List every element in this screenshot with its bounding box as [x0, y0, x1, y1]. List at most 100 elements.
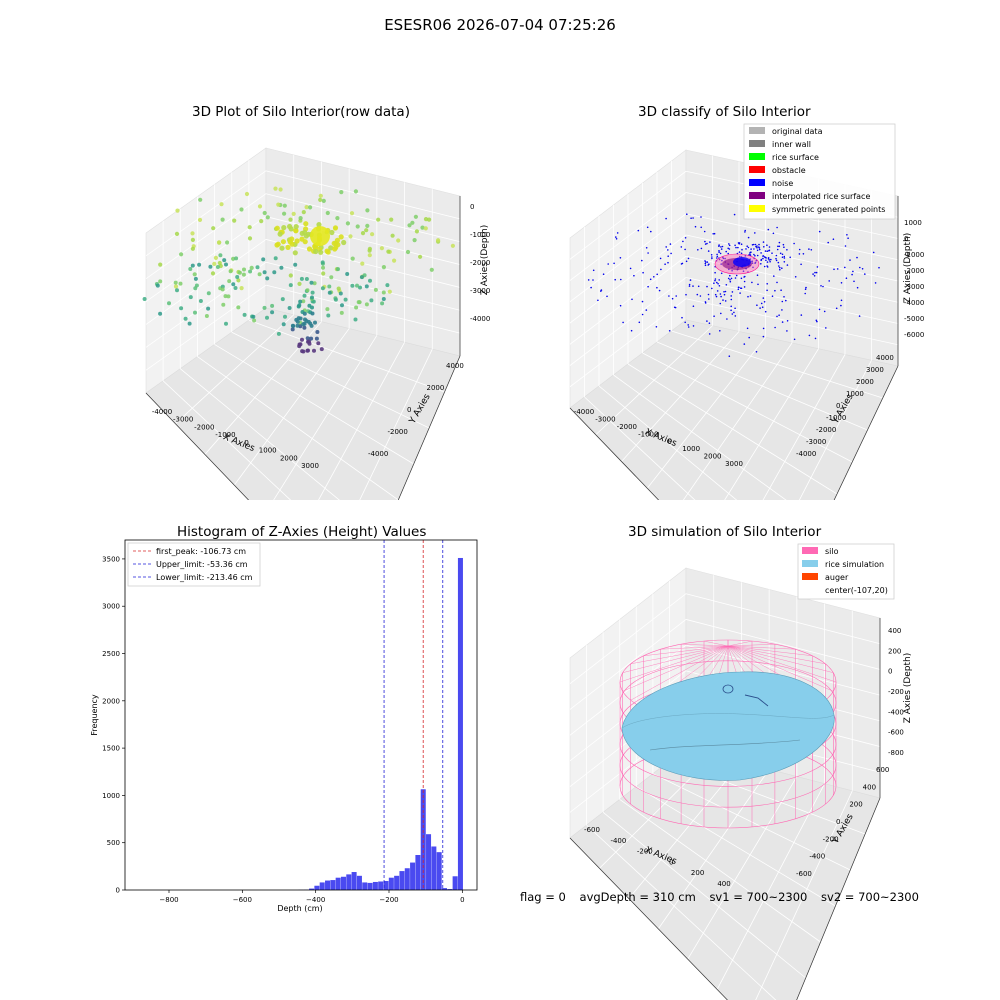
noise-point	[675, 295, 677, 297]
grid-line	[685, 298, 899, 346]
simulation-tick-labels: -600 -400 -200 0 200 400 -600 -400 -200 0 200 400 60…	[584, 627, 904, 888]
noise-point	[744, 275, 746, 278]
noise-point	[615, 238, 618, 240]
raw-point	[224, 262, 228, 267]
raw-point	[309, 336, 314, 341]
noise-point	[859, 266, 861, 269]
legend-label-1: inner wall	[772, 140, 811, 149]
raw-point	[308, 205, 313, 210]
raw-point	[326, 313, 331, 318]
sim-y-tick-2: -200	[823, 835, 839, 843]
histogram-bar-24	[426, 834, 432, 890]
noise-point	[739, 292, 741, 294]
noise-point	[815, 271, 818, 274]
noise-point	[768, 246, 771, 248]
noise-point	[658, 289, 661, 292]
noise-point	[716, 281, 718, 284]
noise-point	[692, 285, 694, 287]
noise-point	[718, 258, 721, 261]
sim-z-tick-4: -400	[888, 708, 904, 716]
noise-point	[704, 240, 706, 243]
sim-z-tick-1: 200	[888, 647, 901, 655]
noise-point	[756, 245, 758, 247]
noise-point	[723, 291, 725, 293]
noise-point	[620, 278, 622, 281]
grid-line	[197, 356, 399, 500]
silo-roof-rib	[727, 645, 834, 692]
noise-point	[762, 327, 765, 330]
histogram-bar-17	[388, 877, 394, 890]
histogram-bar-2	[309, 888, 315, 890]
raw-point	[320, 260, 325, 265]
noise-point	[761, 306, 764, 309]
noise-point	[779, 268, 781, 271]
grid-line	[273, 335, 378, 500]
sim-x-tick-4: 200	[691, 869, 704, 877]
raw-point	[221, 302, 226, 307]
raw-point	[276, 202, 281, 207]
noise-point	[766, 250, 769, 252]
noise-point	[692, 217, 694, 219]
histogram-bar-26	[436, 852, 442, 890]
raw-point	[291, 324, 296, 328]
raw-point	[340, 303, 344, 308]
noise-point	[864, 273, 866, 275]
noise-point	[653, 276, 655, 278]
legend-swatch	[749, 127, 765, 134]
cls-y-tick-8: 4000	[876, 354, 894, 362]
simulation-3d-plot[interactable]: -600 -400 -200 0 200 400 -600 -400 -200 0 200 400 60…	[500, 500, 1000, 1000]
histogram-chart[interactable]: −800 −600 −400 −200 0 0 500 1000 1500 2000 2500 300…	[0, 500, 500, 1000]
raw-z-tick-0: 0	[470, 203, 474, 211]
noise-point	[745, 248, 747, 250]
noise-point	[707, 250, 710, 252]
noise-point	[743, 343, 746, 345]
noise-point	[664, 263, 666, 266]
silo-roof-rib	[703, 640, 729, 647]
raw-point	[339, 310, 344, 315]
raw-point	[370, 232, 375, 237]
raw-point	[231, 282, 236, 287]
raw-point	[190, 246, 195, 251]
histogram-bar-6	[330, 880, 336, 890]
raw-point	[436, 238, 441, 243]
legend-frame	[743, 123, 896, 220]
raw-point	[247, 225, 252, 230]
grid-line	[265, 216, 461, 265]
noise-point	[710, 254, 713, 256]
histogram-bar-20	[404, 868, 410, 890]
noise-point	[812, 273, 814, 275]
raw-point	[224, 321, 228, 326]
noise-point	[753, 253, 755, 256]
raw-point	[158, 311, 163, 316]
noise-point	[758, 243, 760, 246]
noise-point	[781, 321, 784, 323]
raw-x-tick-0: -4000	[152, 408, 172, 416]
raw-point	[314, 336, 319, 341]
raw-point	[251, 314, 256, 319]
status-avg-depth: avgDepth = 310 cm	[579, 890, 696, 904]
noise-point	[749, 295, 752, 297]
noise-point	[716, 290, 719, 292]
classify-3d-plot[interactable]: -4000-3000-2000-10000100020003000-4000-3…	[500, 0, 1000, 500]
noise-point	[668, 295, 670, 297]
noise-point	[754, 261, 757, 264]
noise-point	[682, 240, 684, 243]
raw-point	[312, 281, 317, 286]
raw-point	[179, 306, 184, 311]
noise-point	[767, 258, 770, 260]
raw-point	[369, 298, 374, 303]
legend-swatch	[802, 547, 818, 554]
noise-point	[771, 252, 773, 254]
raw-point	[364, 228, 369, 233]
noise-point	[751, 281, 753, 284]
raw-point	[329, 229, 335, 236]
noise-point	[754, 255, 756, 257]
raw-point	[309, 280, 314, 285]
noise-point	[818, 308, 821, 311]
raw-point	[355, 283, 359, 288]
noise-point	[776, 248, 779, 251]
noise-point	[729, 278, 731, 281]
histogram-bar-15	[378, 881, 384, 890]
cls-z-tick-7: -6000	[904, 331, 924, 339]
raw-data-3d-plot[interactable]: -4000-3000-2000-10000100020003000-4000-2…	[0, 0, 500, 500]
